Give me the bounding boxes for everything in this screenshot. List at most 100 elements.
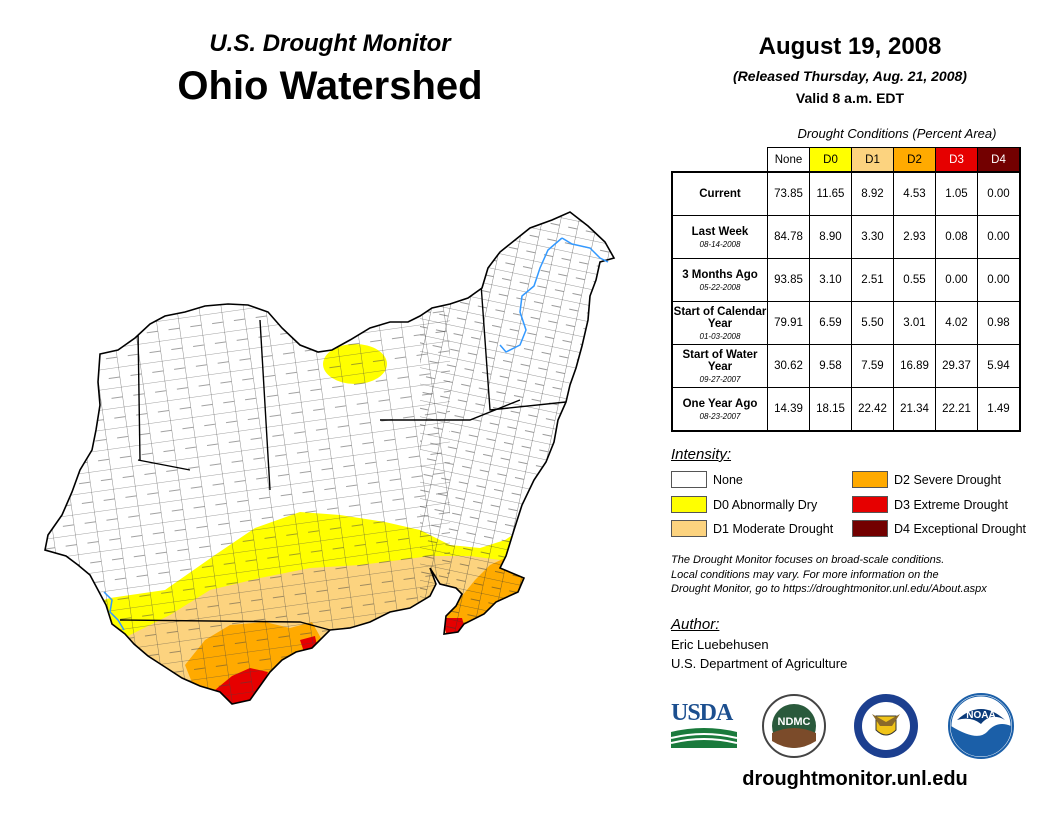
row-date: 01-03-2008 [699, 331, 741, 341]
table-cell: 7.59 [851, 344, 894, 388]
row-label: 3 Months Ago 05-22-2008 [671, 258, 768, 302]
author-heading: Author: [671, 616, 720, 633]
legend-item: D4 Exceptional Drought [852, 520, 1026, 537]
table-cell: 0.00 [977, 215, 1021, 259]
legend-label: D1 Moderate Drought [713, 521, 834, 536]
release-date: (Released Thursday, Aug. 21, 2008) [733, 68, 967, 84]
row-date: 08-14-2008 [699, 239, 741, 249]
table-cell: 1.05 [935, 171, 978, 216]
table-cell: 4.02 [935, 301, 978, 345]
col-header-d2: D2 [893, 147, 936, 173]
valid-time: Valid 8 a.m. EDT [795, 90, 905, 106]
map-title: Ohio Watershed [177, 64, 483, 108]
usda-logo-text: USDA [671, 700, 733, 726]
table-cell: 0.98 [977, 301, 1021, 345]
table-cell: 0.08 [935, 215, 978, 259]
drought-conditions-table: None D0 D1 D2 D3 D4 Current 73.85 11.65 8.9… [671, 147, 1021, 432]
legend-item: D0 Abnormally Dry [671, 496, 817, 513]
legend-swatch [852, 471, 888, 488]
row-label: Last Week 08-14-2008 [671, 215, 768, 259]
table-cell: 8.90 [809, 215, 852, 259]
legend-swatch [852, 496, 888, 513]
table-caption: Drought Conditions (Percent Area) [797, 126, 997, 141]
col-header-d0: D0 [809, 147, 852, 173]
table-cell: 93.85 [767, 258, 810, 302]
col-header-d1: D1 [851, 147, 894, 173]
legend-label: None [713, 472, 743, 487]
note-line: Local conditions may vary. For more info… [671, 568, 939, 581]
river-line [499, 237, 609, 353]
legend-swatch [671, 520, 707, 537]
legend-item: None [671, 471, 743, 488]
table-cell: 3.30 [851, 215, 894, 259]
table-row: Start of Calendar Year 01-03-2008 79.91 6.5… [671, 301, 1021, 345]
table-cell: 3.01 [893, 301, 936, 345]
row-label: Start of Water Year 09-27-2007 [671, 344, 768, 388]
table-cell: 22.42 [851, 387, 894, 432]
row-label: One Year Ago 08-23-2007 [671, 387, 768, 432]
table-cell: 0.00 [977, 171, 1021, 216]
legend-item: D2 Severe Drought [852, 471, 1001, 488]
ndmc-logo-text: NDMC [778, 716, 811, 728]
row-label-text: Last Week [691, 225, 749, 238]
table-cell: 5.94 [977, 344, 1021, 388]
table-cell: 0.00 [935, 258, 978, 302]
table-cell: 8.92 [851, 171, 894, 216]
table-cell: 6.59 [809, 301, 852, 345]
legend-item: D3 Extreme Drought [852, 496, 1008, 513]
usda-logo: USDA [670, 700, 738, 750]
table-cell: 22.21 [935, 387, 978, 432]
table-cell: 84.78 [767, 215, 810, 259]
table-cell: 29.37 [935, 344, 978, 388]
table-header-row: None D0 D1 D2 D3 D4 [672, 147, 1021, 173]
map-date: August 19, 2008 [758, 33, 942, 60]
row-date: 05-22-2008 [699, 282, 741, 292]
table-cell: 14.39 [767, 387, 810, 432]
row-label-text: Start of Water Year [682, 348, 758, 373]
table-cell: 30.62 [767, 344, 810, 388]
legend-label: D0 Abnormally Dry [713, 497, 818, 512]
legend-label: D3 Extreme Drought [894, 497, 1008, 512]
table-cell: 18.15 [809, 387, 852, 432]
legend-swatch [852, 520, 888, 537]
author-organization: U.S. Department of Agriculture [671, 656, 848, 671]
row-label-text: Current [699, 188, 741, 200]
table-cell: 73.85 [767, 171, 810, 216]
legend-title: Intensity: [671, 446, 732, 463]
row-label-text: One Year Ago [682, 397, 758, 410]
table-cell: 4.53 [893, 171, 936, 216]
table-cell: 3.10 [809, 258, 852, 302]
row-label-text: 3 Months Ago [682, 268, 758, 281]
table-cell: 9.58 [809, 344, 852, 388]
table-row: Start of Water Year 09-27-2007 30.62 9.58 7.… [671, 344, 1021, 388]
disclaimer-note: The Drought Monitor focuses on broad-sca… [671, 553, 1046, 597]
legend-swatch [671, 471, 707, 488]
legend-label: D4 Exceptional Drought [894, 521, 1027, 536]
table-cell: 0.00 [977, 258, 1021, 302]
table-cell: 0.55 [893, 258, 936, 302]
author-name: Eric Luebehusen [671, 637, 769, 652]
drought-map [44, 211, 615, 705]
row-label: Current [671, 171, 768, 216]
table-cell: 5.50 [851, 301, 894, 345]
legend-label: D2 Severe Drought [894, 472, 1002, 487]
table-cell: 11.65 [809, 171, 852, 216]
row-label: Start of Calendar Year 01-03-2008 [671, 301, 768, 345]
map-subtitle: U.S. Drought Monitor [209, 30, 451, 57]
table-row: 3 Months Ago 05-22-2008 93.85 3.10 2.51 0.55 0… [671, 258, 1021, 302]
usda-logo-mark [670, 728, 738, 748]
table-cell: 79.91 [767, 301, 810, 345]
col-header-d4: D4 [977, 147, 1021, 173]
legend-item: D1 Moderate Drought [671, 520, 833, 537]
table-cell: 2.51 [851, 258, 894, 302]
commerce-seal-logo [854, 694, 918, 758]
noaa-logo: NOAA [948, 693, 1014, 759]
row-label-text: Start of Calendar Year [673, 305, 767, 330]
row-date: 09-27-2007 [699, 374, 741, 384]
noaa-logo-text: NOAA [966, 710, 995, 721]
table-row: Current 73.85 11.65 8.92 4.53 1.05 0.00 [671, 171, 1021, 216]
website-url[interactable]: droughtmonitor.unl.edu [742, 768, 968, 790]
row-date: 08-23-2007 [699, 411, 741, 421]
note-line: Drought Monitor, go to https://droughtmo… [671, 583, 987, 595]
table-cell: 2.93 [893, 215, 936, 259]
